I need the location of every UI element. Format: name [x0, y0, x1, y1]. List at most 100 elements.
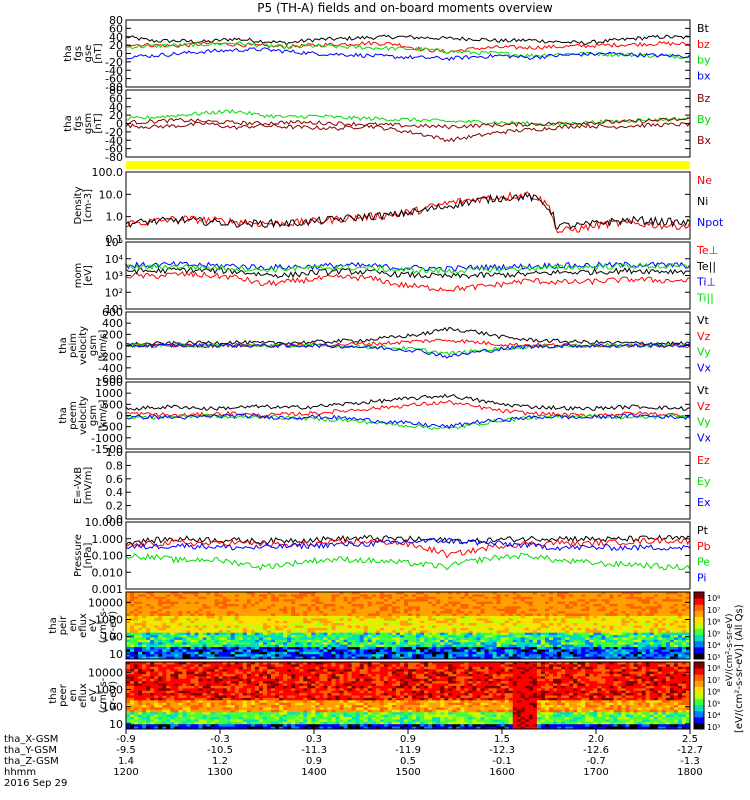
heat-cell	[420, 647, 425, 650]
heat-cell	[496, 649, 502, 653]
heat-cell	[677, 613, 683, 617]
heat-cell	[307, 603, 312, 607]
heat-cell	[214, 606, 220, 610]
heat-cell	[210, 714, 216, 718]
heat-cell	[154, 632, 159, 636]
heat-cell	[295, 656, 300, 660]
heat-cell	[375, 592, 381, 595]
heat-cell	[154, 601, 159, 605]
heat-cell	[174, 726, 179, 730]
heat-cell	[174, 632, 179, 636]
heat-cell	[625, 649, 630, 653]
heat-cell	[673, 651, 679, 655]
heat-cell	[198, 724, 203, 727]
heat-cell	[597, 611, 602, 614]
legend-Vx: Vx	[697, 431, 712, 444]
heat-cell	[299, 627, 304, 631]
heat-cell	[496, 615, 502, 619]
heat-cell	[577, 644, 582, 648]
heat-cell	[210, 594, 216, 598]
heat-cell	[460, 601, 465, 605]
heat-cell	[279, 594, 284, 598]
heat-cell	[456, 611, 461, 614]
heat-cell	[553, 618, 558, 622]
heat-cell	[198, 594, 203, 598]
heat-cell	[516, 649, 522, 653]
heat-cell	[488, 599, 493, 602]
heat-cell	[230, 644, 236, 648]
heat-cell	[375, 627, 381, 631]
heat-cell	[214, 627, 220, 631]
heat-cell	[331, 639, 336, 643]
heat-cell	[327, 627, 332, 631]
heat-cell	[601, 656, 606, 660]
heat-cell	[383, 623, 389, 626]
heat-cell	[134, 683, 139, 687]
heat-cell	[460, 603, 465, 607]
heat-cell	[641, 620, 647, 624]
heat-cell	[166, 606, 171, 610]
heat-cell	[387, 642, 393, 646]
heat-cell	[142, 709, 147, 713]
heat-cell	[363, 654, 369, 657]
heat-cell	[625, 630, 630, 634]
heat-cell	[226, 618, 232, 622]
heat-cell	[315, 642, 320, 646]
heat-cell	[250, 647, 256, 650]
heat-cell	[222, 705, 228, 708]
heat-cell	[593, 644, 598, 648]
heat-cell	[206, 724, 211, 727]
heat-cell	[214, 666, 220, 670]
heat-cell	[178, 721, 183, 725]
heat-cell	[198, 637, 203, 641]
heat-cell	[464, 594, 469, 598]
heat-cell	[170, 717, 175, 720]
heat-cell	[142, 714, 147, 718]
heat-cell	[178, 693, 183, 696]
heat-cell	[335, 613, 340, 617]
heat-cell	[339, 632, 344, 636]
heat-cell	[532, 599, 538, 602]
heat-cell	[480, 620, 485, 624]
heat-cell	[633, 651, 639, 655]
heat-cell	[347, 601, 352, 605]
heat-cell	[138, 632, 143, 636]
heat-cell	[516, 594, 522, 598]
heat-cell	[516, 627, 522, 631]
heat-cell	[532, 608, 538, 612]
heat-cell	[468, 651, 473, 655]
heat-cell	[641, 601, 647, 605]
heat-cell	[468, 592, 473, 595]
heat-cell	[468, 632, 473, 636]
heat-cell	[569, 596, 574, 600]
heat-cell	[287, 639, 292, 643]
heat-cell	[641, 592, 647, 595]
heat-cell	[158, 611, 163, 614]
heat-cell	[174, 611, 179, 614]
heat-cell	[549, 632, 554, 636]
heat-cell	[528, 596, 534, 600]
heat-cell	[218, 719, 224, 723]
heat-cell	[504, 623, 510, 626]
heat-cell	[428, 608, 433, 612]
heat-cell	[198, 642, 203, 646]
heat-cell	[194, 707, 199, 711]
heat-cell	[162, 688, 167, 692]
heat-cell	[162, 613, 167, 617]
heat-cell	[629, 654, 634, 657]
heat-cell	[146, 651, 151, 655]
heat-cell	[186, 673, 191, 677]
heat-cell	[202, 596, 207, 600]
heat-cell	[198, 714, 203, 718]
y-tick-label: 200	[102, 328, 123, 341]
heat-cell	[194, 613, 199, 617]
heat-cell	[553, 642, 558, 646]
heat-cell	[557, 649, 562, 653]
heat-cell	[146, 685, 151, 689]
heat-cell	[202, 666, 207, 670]
heat-cell	[440, 639, 445, 643]
heat-cell	[146, 707, 151, 711]
heat-cell	[549, 639, 554, 643]
heat-cell	[480, 654, 485, 657]
heat-cell	[198, 630, 203, 634]
